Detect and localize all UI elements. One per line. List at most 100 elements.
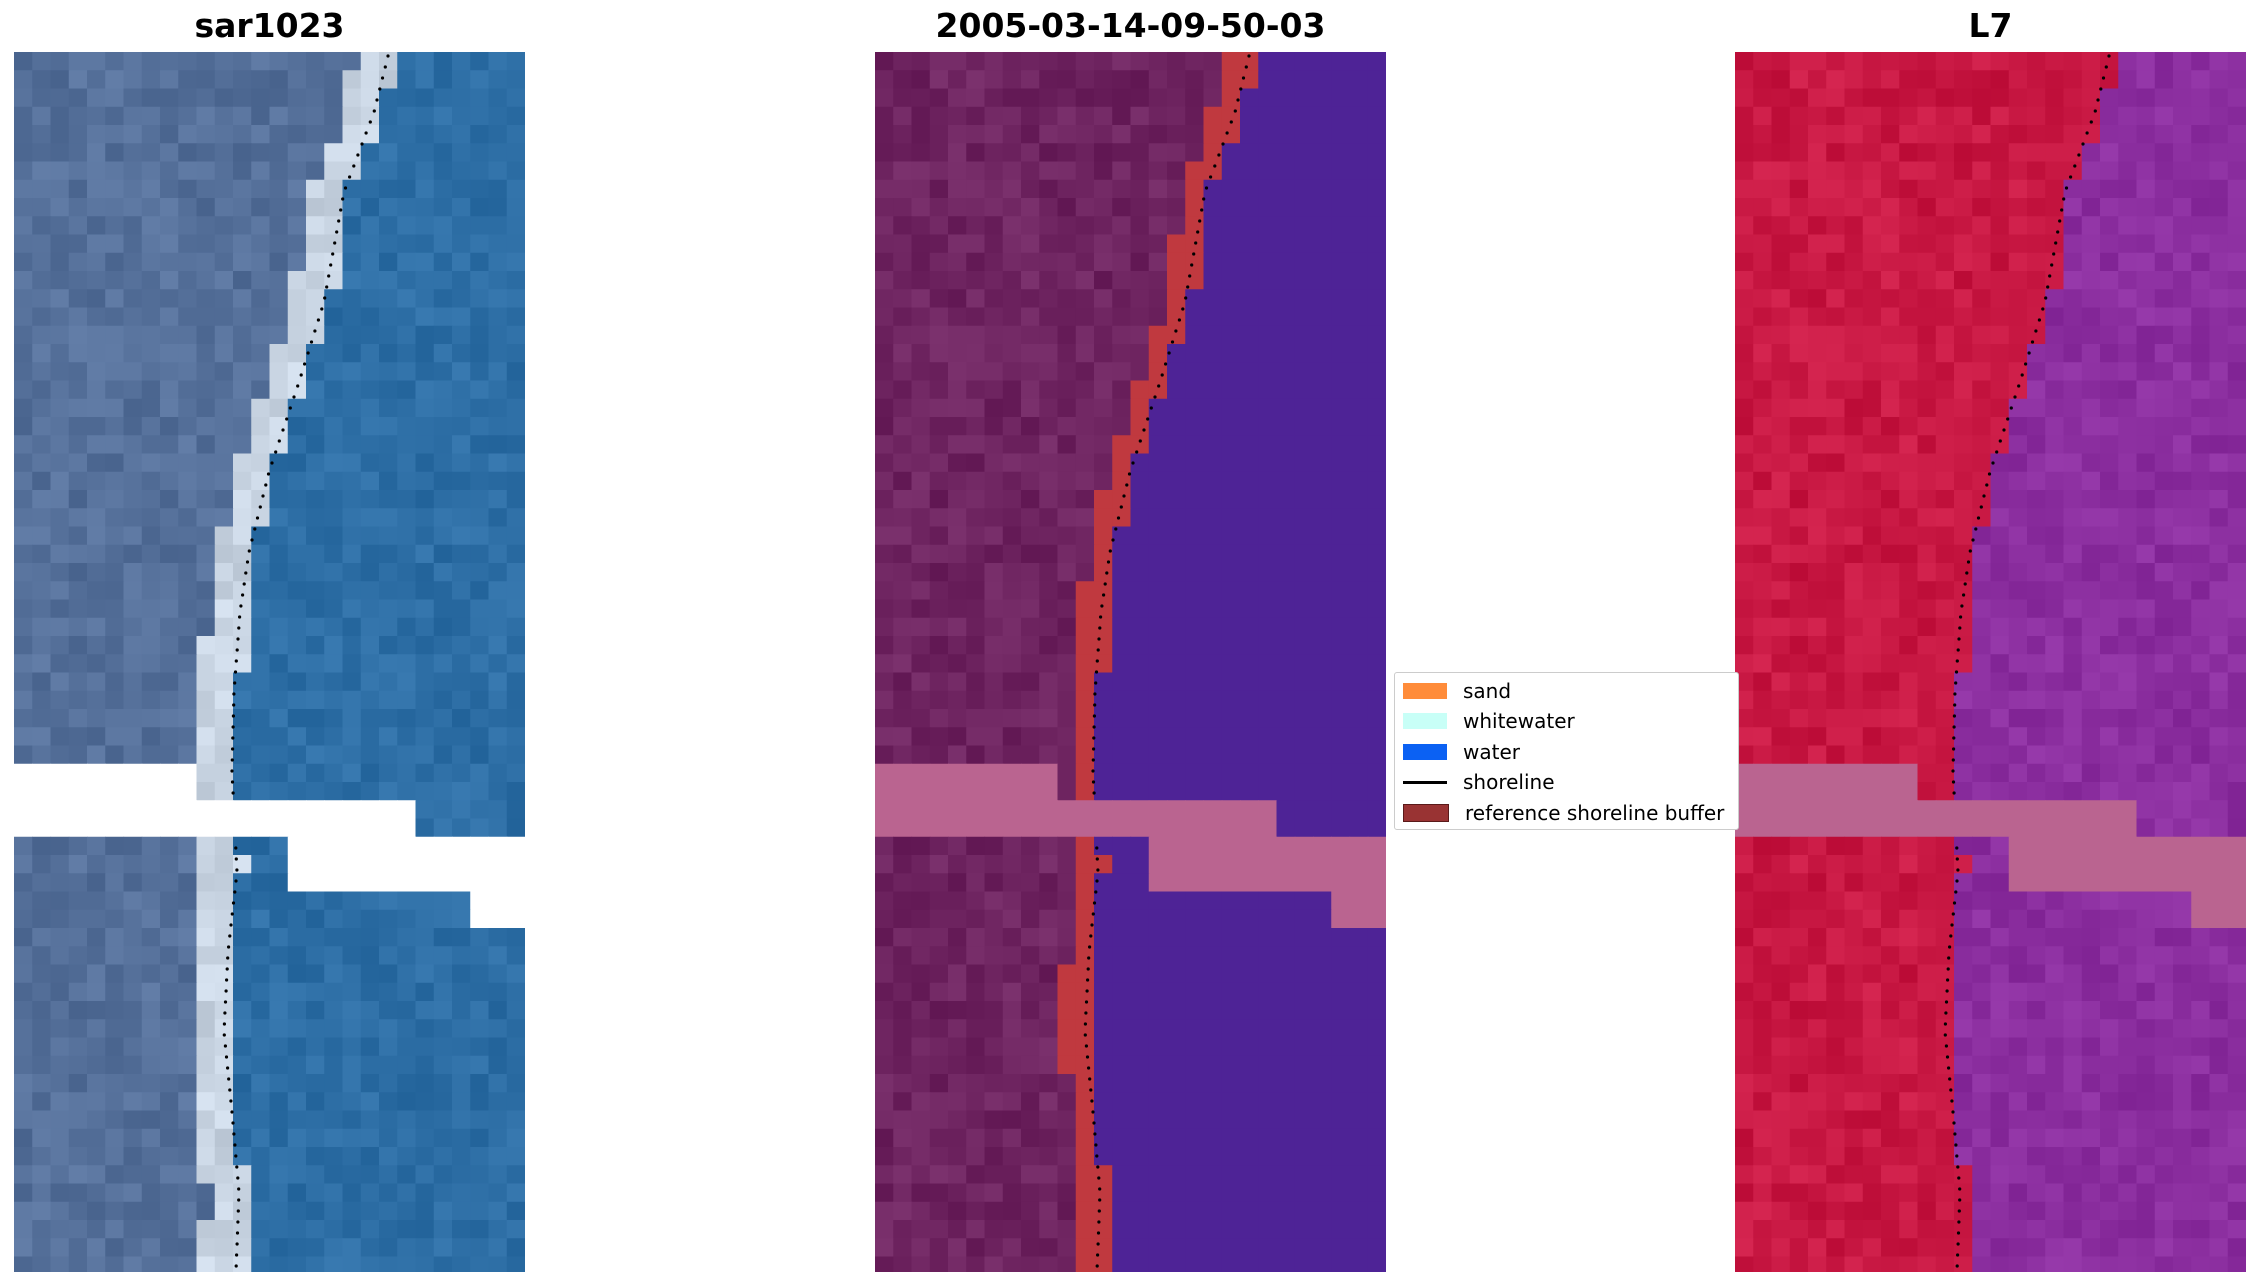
shoreline-point [235,648,239,652]
shoreline-point [2052,252,2056,256]
shoreline-point [1948,1077,1952,1081]
shoreline-point [1093,1132,1097,1136]
shoreline-point [343,186,348,190]
shoreline-point [224,1055,229,1059]
shoreline-point [229,923,233,927]
shoreline-point [1194,241,1198,245]
shoreline-point [2093,109,2097,113]
shoreline-point [1097,1220,1101,1224]
shoreline-point [2017,384,2021,388]
shoreline-point [235,1165,239,1169]
shoreline-point [228,1088,232,1092]
shoreline-point [1106,560,1111,564]
shoreline-point [1186,285,1190,289]
shoreline-point [1138,439,1142,443]
shoreline-point [1095,879,1099,883]
shoreline-point [303,362,307,366]
shoreline-point [2069,175,2073,179]
shoreline-point [1096,1253,1100,1257]
legend-item-sand: sand [1403,677,1511,705]
shoreline-point [1198,219,1202,223]
shoreline-point [1092,747,1096,751]
shoreline-point [2046,285,2050,289]
shoreline-point [274,450,278,454]
shoreline-point [2006,417,2010,421]
shoreline-point [1088,1077,1092,1081]
shoreline-point [247,549,251,553]
shoreline-point [2073,164,2077,168]
shoreline-point [1097,637,1101,641]
shoreline-point [2081,142,2085,146]
shoreline-point [261,494,265,498]
shoreline-point [233,1143,237,1147]
shoreline-point [1084,1000,1089,1004]
shoreline-point [360,142,364,146]
shoreline-point [1955,857,1959,861]
shoreline-point [1943,1033,1947,1037]
shoreline-point [1959,615,1963,619]
shoreline-point [270,461,274,465]
shoreline-point [1947,1066,1951,1070]
shoreline-point [1092,901,1097,905]
shoreline-point [236,1220,240,1224]
shoreline-point [325,285,329,289]
shoreline-point [1111,538,1115,542]
shoreline-point [241,593,245,597]
shoreline-point [1952,1121,1956,1125]
panel-title-classified: 2005-03-14-09-50-03 [935,6,1326,45]
shoreline-point [352,164,356,168]
index-raster [1735,52,2246,1272]
shoreline-point [383,65,387,69]
shoreline-point [1233,109,1237,113]
shoreline-point [364,131,368,135]
panel-title-rgb: sar1023 [194,6,345,45]
shoreline-point [1202,197,1206,201]
shoreline-point [2058,219,2062,223]
shoreline-point [1094,670,1099,674]
shoreline-point [1103,582,1107,586]
shoreline-point [1956,1231,1961,1235]
legend-swatch-reference-shoreline-buffer [1403,804,1449,822]
shoreline-point [1954,1143,1958,1147]
shoreline-point [306,351,310,355]
shoreline-point [372,109,376,113]
legend-line-shoreline [1403,780,1447,784]
shoreline-point [1213,164,1217,168]
shoreline-point [1094,681,1098,685]
shoreline-point [224,989,228,993]
shoreline-point [1952,714,1956,718]
shoreline-point [1093,703,1097,707]
shoreline-point [299,373,303,377]
shoreline-point [233,670,238,674]
shoreline-point [1085,989,1089,993]
shoreline-point [1095,1154,1099,1158]
shoreline-point [1991,461,1995,465]
shoreline-point [237,626,241,630]
shoreline-point [1093,692,1097,696]
shoreline-point [231,736,235,740]
shoreline-point [1241,76,1246,80]
shoreline-point [2002,428,2006,432]
shoreline-point [235,1242,239,1246]
shoreline-point [2030,340,2035,344]
shoreline-point [234,857,238,861]
shoreline-point [236,1176,240,1180]
shoreline-point [228,934,232,938]
shoreline-point [378,87,382,91]
legend-label-sand: sand [1463,679,1512,703]
shoreline-point [250,538,254,542]
shoreline-point [232,1132,236,1136]
shoreline-point [234,1264,238,1268]
shoreline-point [1083,1033,1087,1037]
shoreline-point [1098,1198,1102,1202]
shoreline-point [1083,1022,1087,1026]
shoreline-point [1096,1231,1101,1235]
shoreline-point [1095,857,1099,861]
legend-swatch-whitewater [1403,713,1447,729]
shoreline-point [1170,340,1175,344]
shoreline-point [1091,912,1095,916]
panel-rgb-image [14,52,525,1272]
shoreline-point [231,714,235,718]
shoreline-point [1188,274,1192,278]
shoreline-point [1094,1143,1098,1147]
